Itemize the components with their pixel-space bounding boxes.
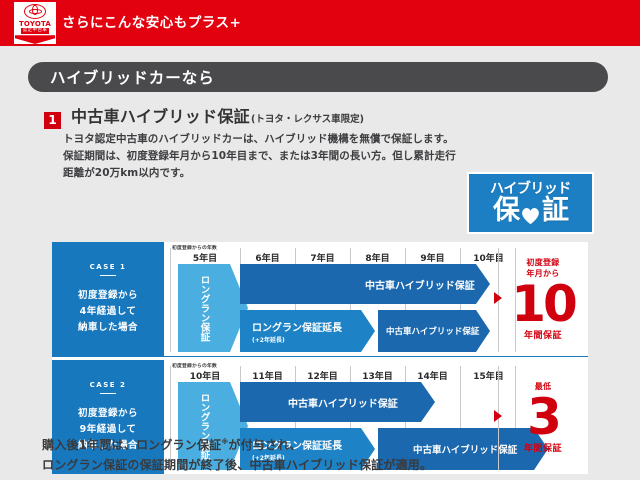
case-2-desc-line-1: 初度登録から: [77, 407, 138, 419]
case-1-callout: 初度登録 年月から 10 年間保証: [494, 242, 588, 356]
gridline: [515, 248, 516, 352]
gridline: [460, 366, 461, 470]
case-2-year-label-2: 12年目: [307, 372, 338, 382]
gridline: [170, 248, 171, 352]
footer-line-1-b: が付与され、: [228, 438, 302, 452]
section-pill-heading: ハイブリッドカーなら: [28, 62, 608, 92]
hybrid-badge-char-right: 証: [542, 194, 569, 226]
case-2-callout-top-line1: 最低: [534, 381, 552, 391]
case-row-1: CASE 1 初度登録から 4年経過して 納車した場合 初度登録からの年数 5年…: [52, 242, 588, 360]
case-2-rule: [100, 392, 116, 394]
footer-line-2: ロングラン保証の保証期間が終了後、中古車ハイブリッド保証が適用。: [42, 458, 433, 472]
case-2-callout-number: 3: [527, 387, 562, 446]
case-1-year-label-1: 6年目: [255, 254, 280, 264]
case-2-bar-long-run-label: ロングラン保証: [198, 392, 210, 460]
case-1-tag: CASE 1: [89, 262, 127, 271]
case-1-desc-line-1: 初度登録から: [77, 289, 138, 301]
hybrid-badge-char-left: 保: [493, 194, 520, 226]
pill-label: ハイブリッドカーなら: [50, 69, 215, 87]
toyota-emblem-icon: [24, 4, 46, 19]
case-row-2: CASE 2 初度登録から 9年経過して 納車した場合 初度登録からの年数 10…: [52, 360, 588, 474]
case-1-year-label-3: 8年目: [365, 254, 390, 264]
case-2-year-label-4: 14年目: [417, 372, 448, 382]
case-1-bar-long-run-label: ロングラン保証: [198, 274, 210, 342]
case-2-callout-top: 最低: [535, 381, 552, 392]
content-sheet: ハイブリッドカーなら 1 中古車ハイブリッド保証 (トヨタ・レクサス車限定) ト…: [0, 46, 640, 480]
case-1-desc-line-2: 4年経過して: [79, 305, 137, 317]
case-2-bar-extension-caption: ロングラン保証延長 (+2年延長): [252, 428, 342, 470]
toyota-sub-label: 認定中古車: [20, 28, 50, 35]
top-header-bar: TOYOTA 認定中古車 さらにこんな安心もプラス+: [0, 0, 640, 46]
callout-arrow-icon: [494, 292, 502, 304]
case-2-desc-line-2: 9年経過して: [79, 423, 137, 435]
hybrid-badge-bottom-text: 保 証: [493, 194, 569, 226]
callout-arrow-icon: [494, 410, 502, 422]
case-2-callout: 最低 3 年間保証: [494, 360, 588, 474]
footer-line-1-a: 購入後1年間は、ロングラン保証: [42, 438, 222, 452]
case-2-year-label-1: 11年目: [252, 372, 283, 382]
warranty-timeline-chart: CASE 1 初度登録から 4年経過して 納車した場合 初度登録からの年数 5年…: [52, 242, 588, 474]
toyota-swoosh-shape: [15, 35, 55, 44]
case-1-callout-bottom: 年間保証: [523, 331, 562, 341]
case-1-bar-hybrid-top: 中古車ハイブリッド保証: [240, 264, 490, 304]
footer-line-1: 購入後1年間は、ロングラン保証※が付与され、: [42, 432, 602, 455]
case-2-bar-extension-sub: (+2年延長): [252, 454, 285, 462]
case-1-year-label-4: 9年目: [420, 254, 445, 264]
section-title-note: (トヨタ・レクサス車限定): [250, 114, 364, 125]
case-1-year-label-5: 10年目: [473, 254, 504, 264]
toyota-wordmark: TOYOTA: [18, 19, 52, 28]
section-number-badge: 1: [44, 111, 61, 129]
section-heading-row: 1 中古車ハイブリッド保証 (トヨタ・レクサス車限定): [44, 103, 364, 129]
case-2-axis-label: 初度登録からの年数: [172, 364, 217, 369]
case-1-bar-extension-label: ロングラン保証延長: [252, 322, 342, 334]
case-2-year-label-0: 10年目: [189, 372, 221, 382]
toyota-logo: TOYOTA 認定中古車: [14, 2, 56, 44]
header-title: さらにこんな安心もプラス+: [62, 15, 242, 31]
case-2-bar-hybrid-bottom: 中古車ハイブリッド保証: [378, 428, 548, 470]
gridline: [515, 366, 516, 470]
case-1-bar-extension: ロングラン保証延長 (+2年延長): [240, 310, 375, 352]
case-1-callout-number: 10: [511, 275, 578, 333]
case-2-panel: CASE 2 初度登録から 9年経過して 納車した場合: [52, 360, 164, 474]
case-2-bar-long-run: [178, 382, 230, 470]
footer-note: 購入後1年間は、ロングラン保証※が付与され、 ロングラン保証の保証期間が終了後、…: [42, 432, 602, 475]
case-1-bar-long-run: [178, 264, 230, 352]
case-1-callout-top-line1: 初度登録: [526, 258, 560, 267]
case-1-bar-hybrid-top-label: 中古車ハイブリッド保証: [365, 280, 475, 292]
case-2-bar-hybrid-top: 中古車ハイブリッド保証: [240, 382, 435, 422]
case-2-tag: CASE 2: [89, 380, 127, 389]
case-2-bar-hybrid-top-label: 中古車ハイブリッド保証: [288, 398, 398, 410]
case-1-year-label-2: 7年目: [310, 254, 335, 264]
case-1-bar-extension-caption: ロングラン保証延長 (+2年延長): [252, 310, 342, 352]
case-2-year-label-3: 13年目: [362, 372, 393, 382]
lead-paragraph: トヨタ認定中古車のハイブリッドカーは、ハイブリッド機構を無償で保証します。保証期…: [63, 133, 456, 179]
case-2-timeline-grid: 初度登録からの年数 10年目 11年目 12年目 13年目 14年目 15年目 …: [170, 360, 570, 474]
case-2-year-label-5: 15年目: [473, 372, 504, 382]
case-2-desc-line-3: 納車した場合: [77, 439, 138, 451]
case-1-rule: [100, 274, 116, 276]
case-1-callout-top: 初度登録 年月から: [526, 257, 559, 279]
case-1-bar-hybrid-bottom-label: 中古車ハイブリッド保証: [386, 327, 480, 337]
case-2-callout-bottom: 年間保証: [523, 443, 562, 454]
case-1-axis-label: 初度登録からの年数: [172, 246, 217, 251]
hybrid-badge-top-text: ハイブリッド: [490, 180, 571, 197]
case-row-divider: [52, 356, 588, 360]
heart-icon: [520, 203, 541, 225]
case-2-bar-hybrid-bottom-label: 中古車ハイブリッド保証: [413, 445, 518, 456]
case-2-bar-extension-label: ロングラン保証延長: [252, 440, 342, 452]
footer-reference-mark: ※: [221, 438, 229, 446]
case-1-panel: CASE 1 初度登録から 4年経過して 納車した場合: [52, 242, 164, 356]
case-1-year-label-0: 5年目: [192, 254, 218, 264]
case-2-bar-extension: ロングラン保証延長 (+2年延長): [240, 428, 375, 470]
case-1-timeline-grid: 初度登録からの年数 5年目 6年目 7年目 8年目 9年目 10年目 ロングラン…: [170, 242, 570, 356]
case-1-desc-line-3: 納車した場合: [77, 321, 138, 333]
section-title: 中古車ハイブリッド保証: [71, 107, 250, 126]
gridline: [170, 366, 171, 470]
case-1-bar-hybrid-bottom: 中古車ハイブリッド保証: [378, 310, 490, 352]
case-1-callout-top-line2: 年月から: [526, 269, 560, 278]
hybrid-warranty-badge: ハイブリッド 保 証: [467, 172, 594, 234]
case-1-bar-extension-sub: (+2年延長): [252, 336, 285, 344]
